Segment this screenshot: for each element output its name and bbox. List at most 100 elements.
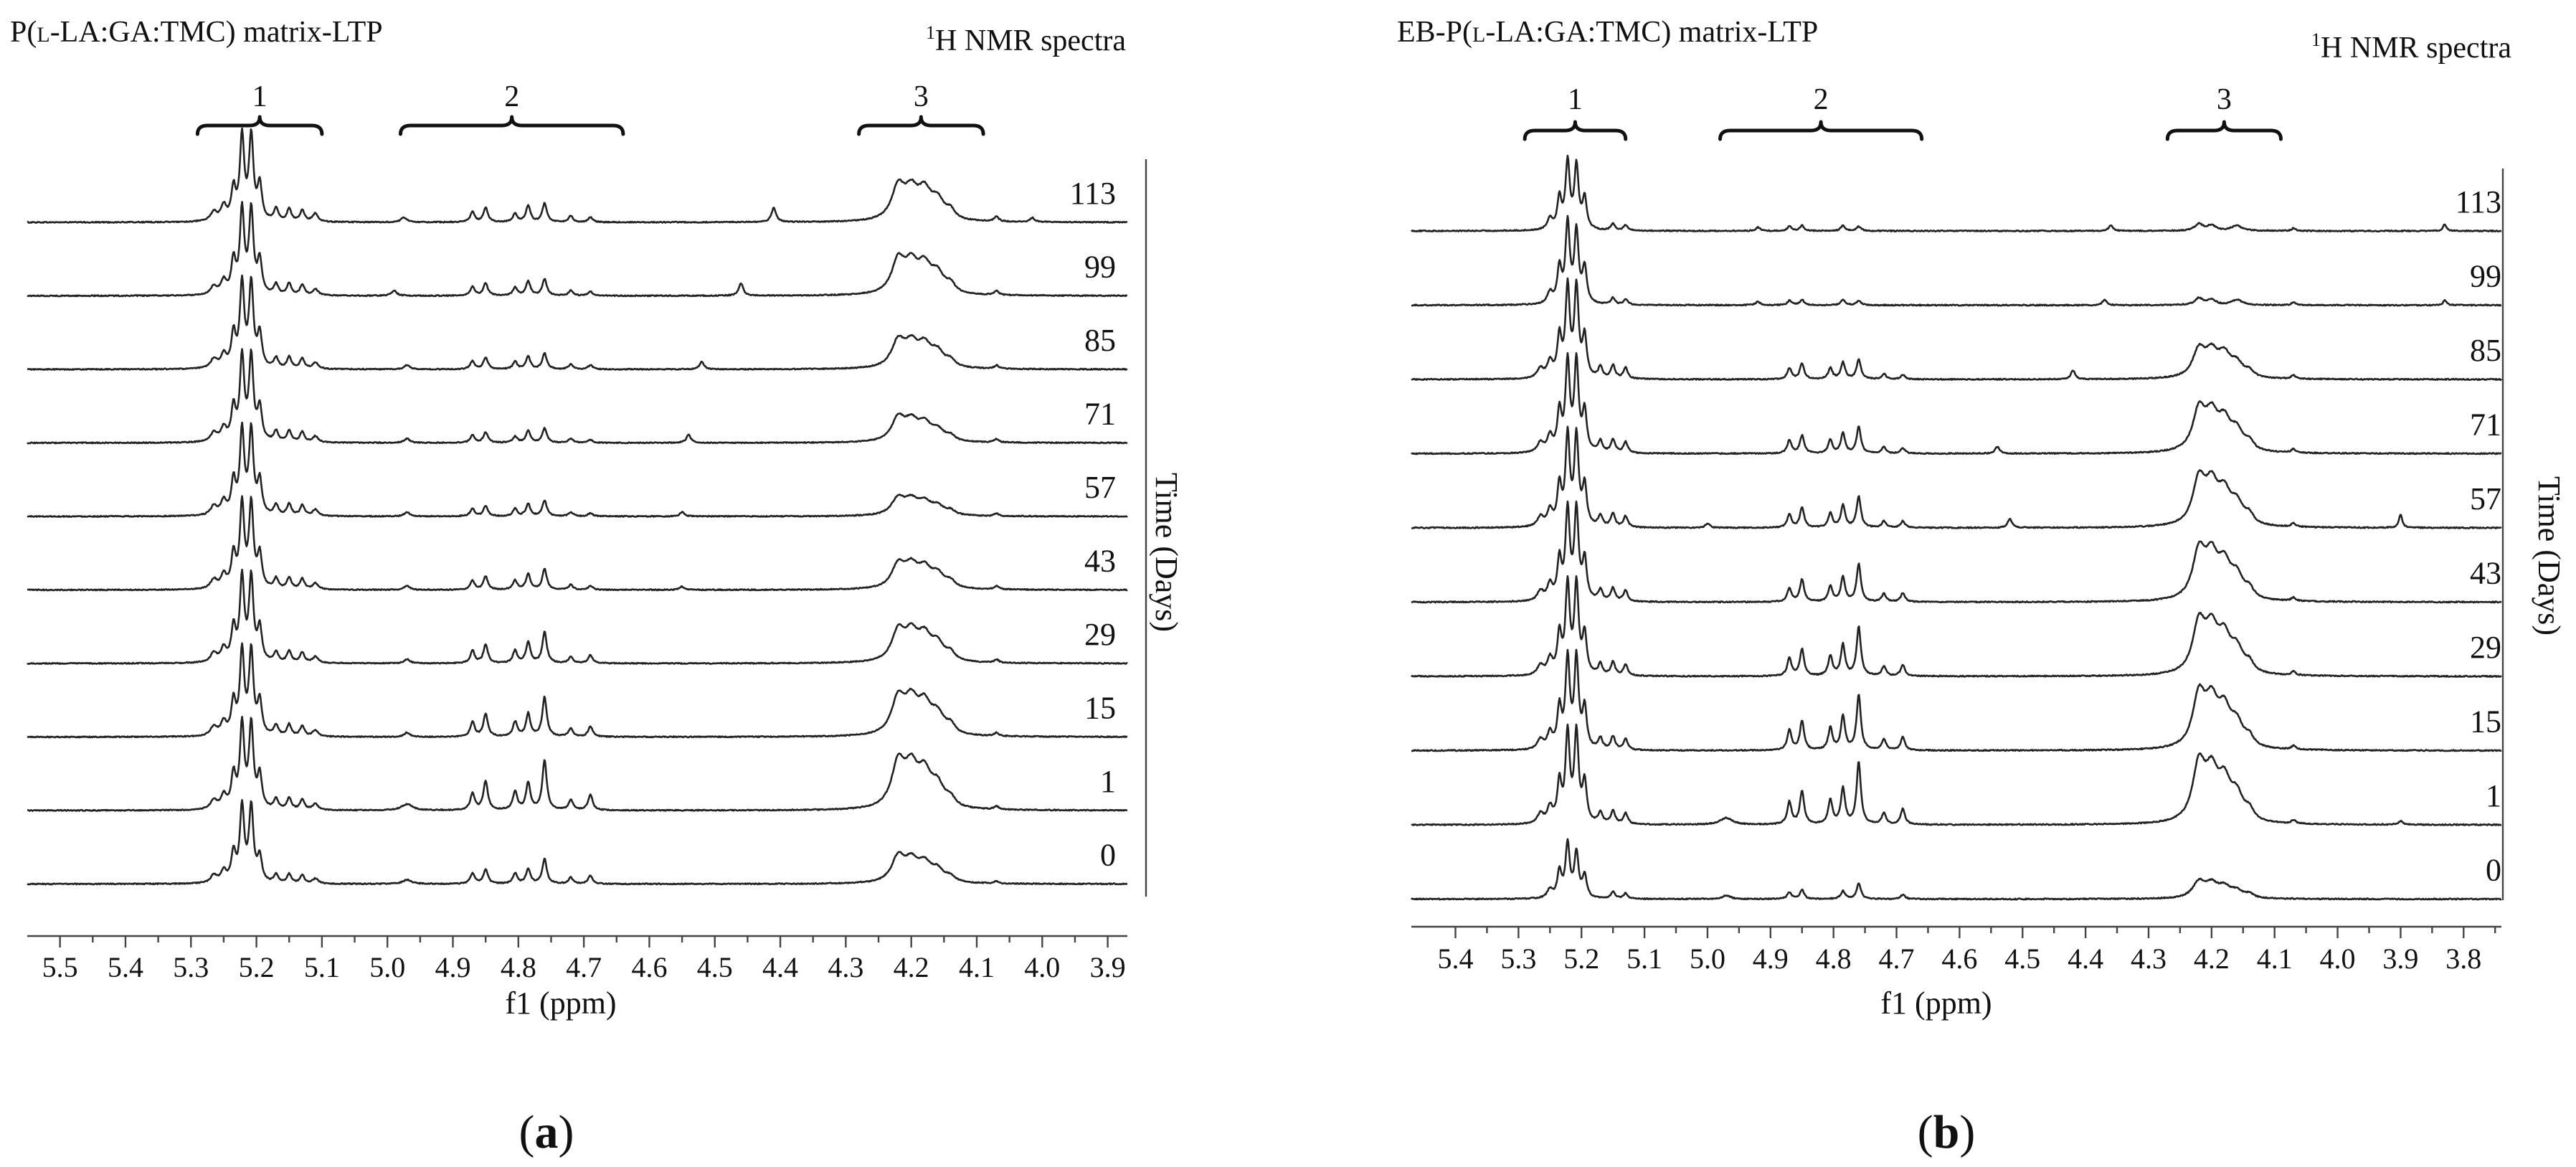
x-tick-label: 4.6 (631, 951, 667, 983)
spectrum-trace-day-99 (1411, 214, 2502, 307)
spectrum-trace-day-1 (1411, 723, 2502, 826)
x-tick-label: 4.0 (1024, 951, 1060, 983)
panel-b-region-braces: 1 2 3 (1523, 83, 2283, 141)
region-brace-2 (1718, 120, 1924, 141)
panel-a-title-suffix: -LA:GA:TMC) matrix-LTP (50, 16, 383, 49)
x-tick-label: 4.1 (2257, 942, 2293, 975)
x-tick-label: 4.8 (1816, 942, 1852, 975)
region-brace-2 (398, 115, 625, 136)
x-tick-label: 5.1 (1626, 942, 1662, 975)
panel-b-title-smallcaps: l (1472, 23, 1485, 47)
spectrum-trace-day-0 (27, 799, 1128, 886)
panel-b-ylabel: Time (Days) (2532, 476, 2567, 636)
spectrum-trace-day-43 (1411, 500, 2502, 604)
day-label-71: 71 (1084, 397, 1116, 432)
spectrum-trace-day-113 (1411, 154, 2502, 232)
x-tick-label: 4.2 (894, 951, 929, 983)
x-tick-label: 4.9 (435, 951, 471, 983)
panel-a-label: (a) (519, 1106, 574, 1158)
spectrum-trace-day-1 (27, 716, 1128, 812)
x-tick-label: 4.7 (1879, 942, 1915, 975)
region-label-1: 1 (1568, 83, 1583, 116)
panel-a-corner-text: H NMR spectra (935, 24, 1126, 57)
region-brace-3 (2165, 120, 2283, 141)
x-tick-label: 5.4 (108, 951, 143, 983)
day-label-1: 1 (2486, 778, 2501, 813)
x-tick-label: 4.4 (762, 951, 798, 983)
day-label-57: 57 (2470, 481, 2501, 516)
x-tick-label: 4.5 (697, 951, 733, 983)
x-tick-label: 4.9 (1753, 942, 1789, 975)
x-tick-label: 5.2 (1563, 942, 1599, 975)
panel-b-corner-sup: 1 (2311, 29, 2321, 50)
x-tick-label: 3.8 (2445, 942, 2481, 975)
panel-a-region-braces: 1 2 3 (195, 80, 985, 136)
panel-a-x-axis: 5.5 5.4 5.3 5.2 5.1 5.0 4.9 4.8 4.7 4.6 4.5 4.4 4.3 4… (27, 935, 1127, 983)
x-tick-label: 5.5 (42, 951, 78, 983)
x-tick-label: 4.0 (2320, 942, 2356, 975)
panel-a-title: P(l-LA:GA:TMC) matrix-LTP (10, 16, 383, 49)
x-tick-label: 3.9 (2382, 942, 2418, 975)
panel-b-xlabel: f1 (ppm) (1880, 986, 1992, 1021)
panel-a-xlabel: f1 (ppm) (505, 986, 616, 1021)
panel-b-label: (b) (1918, 1106, 1976, 1158)
spectrum-trace-day-29 (27, 568, 1128, 665)
panel-b-spectra (1411, 154, 2503, 901)
panel-a-title-smallcaps: l (37, 23, 49, 47)
day-label-15: 15 (2470, 704, 2501, 740)
x-tick-label: 4.4 (2068, 942, 2103, 975)
spectrum-trace-day-15 (27, 642, 1128, 739)
day-label-43: 43 (2470, 556, 2501, 591)
panel-a-title-prefix: P( (10, 16, 37, 49)
x-tick-label: 5.4 (1438, 942, 1474, 975)
spectrum-trace-day-15 (1411, 648, 2502, 752)
spectrum-trace-day-71 (27, 348, 1128, 445)
day-label-29: 29 (2470, 630, 2501, 665)
day-label-15: 15 (1084, 691, 1116, 726)
x-tick-label: 3.9 (1090, 951, 1126, 983)
region-label-3: 3 (914, 80, 929, 113)
region-label-3: 3 (2217, 83, 2232, 116)
x-tick-label: 4.3 (828, 951, 863, 983)
day-label-99: 99 (2470, 259, 2501, 294)
spectrum-trace-day-57 (1411, 425, 2502, 529)
panel-a-label-close: ) (559, 1106, 574, 1158)
x-tick-label: 5.0 (1690, 942, 1725, 975)
region-brace-1 (1523, 120, 1628, 141)
x-tick-label: 4.6 (1941, 942, 1977, 975)
x-tick-label: 4.8 (501, 951, 536, 983)
x-tick-label: 4.7 (566, 951, 602, 983)
panel-b-title-prefix: EB-P( (1397, 16, 1472, 49)
x-tick-label: 4.2 (2194, 942, 2230, 975)
region-label-2: 2 (504, 80, 519, 113)
x-tick-label: 5.3 (1500, 942, 1536, 975)
x-tick-label: 4.3 (2131, 942, 2167, 975)
day-label-0: 0 (1100, 838, 1116, 873)
panel-b-corner-text: H NMR spectra (2321, 32, 2511, 65)
x-tick-label: 5.3 (173, 951, 209, 983)
panel-b-label-open: ( (1918, 1106, 1933, 1158)
day-label-43: 43 (1084, 544, 1116, 579)
day-label-113: 113 (2456, 184, 2501, 219)
spectrum-trace-day-0 (1411, 838, 2502, 901)
panel-a: P(l-LA:GA:TMC) matrix-LTP 1H NMR spectra… (10, 16, 1184, 1158)
region-brace-3 (857, 115, 985, 136)
x-tick-label: 5.1 (304, 951, 340, 983)
x-tick-label: 4.1 (959, 951, 995, 983)
day-label-113: 113 (1070, 176, 1116, 211)
panel-a-corner-label: 1H NMR spectra (926, 22, 1126, 57)
spectrum-trace-day-113 (27, 127, 1128, 224)
day-label-29: 29 (1084, 617, 1116, 652)
panel-b-day-labels: 113 99 85 71 57 43 29 15 1 0 (2456, 184, 2501, 888)
spectrum-trace-day-29 (1411, 575, 2502, 678)
x-tick-label: 4.5 (2004, 942, 2040, 975)
spectrum-trace-day-85 (27, 274, 1128, 371)
panel-b-title: EB-P(l-LA:GA:TMC) matrix-LTP (1397, 16, 1818, 49)
day-label-85: 85 (2470, 333, 2501, 368)
day-label-57: 57 (1084, 470, 1116, 505)
panel-a-spectra (27, 127, 1128, 886)
panel-b-corner-label: 1H NMR spectra (2311, 29, 2511, 65)
day-label-0: 0 (2486, 853, 2501, 888)
day-label-85: 85 (1084, 323, 1116, 358)
